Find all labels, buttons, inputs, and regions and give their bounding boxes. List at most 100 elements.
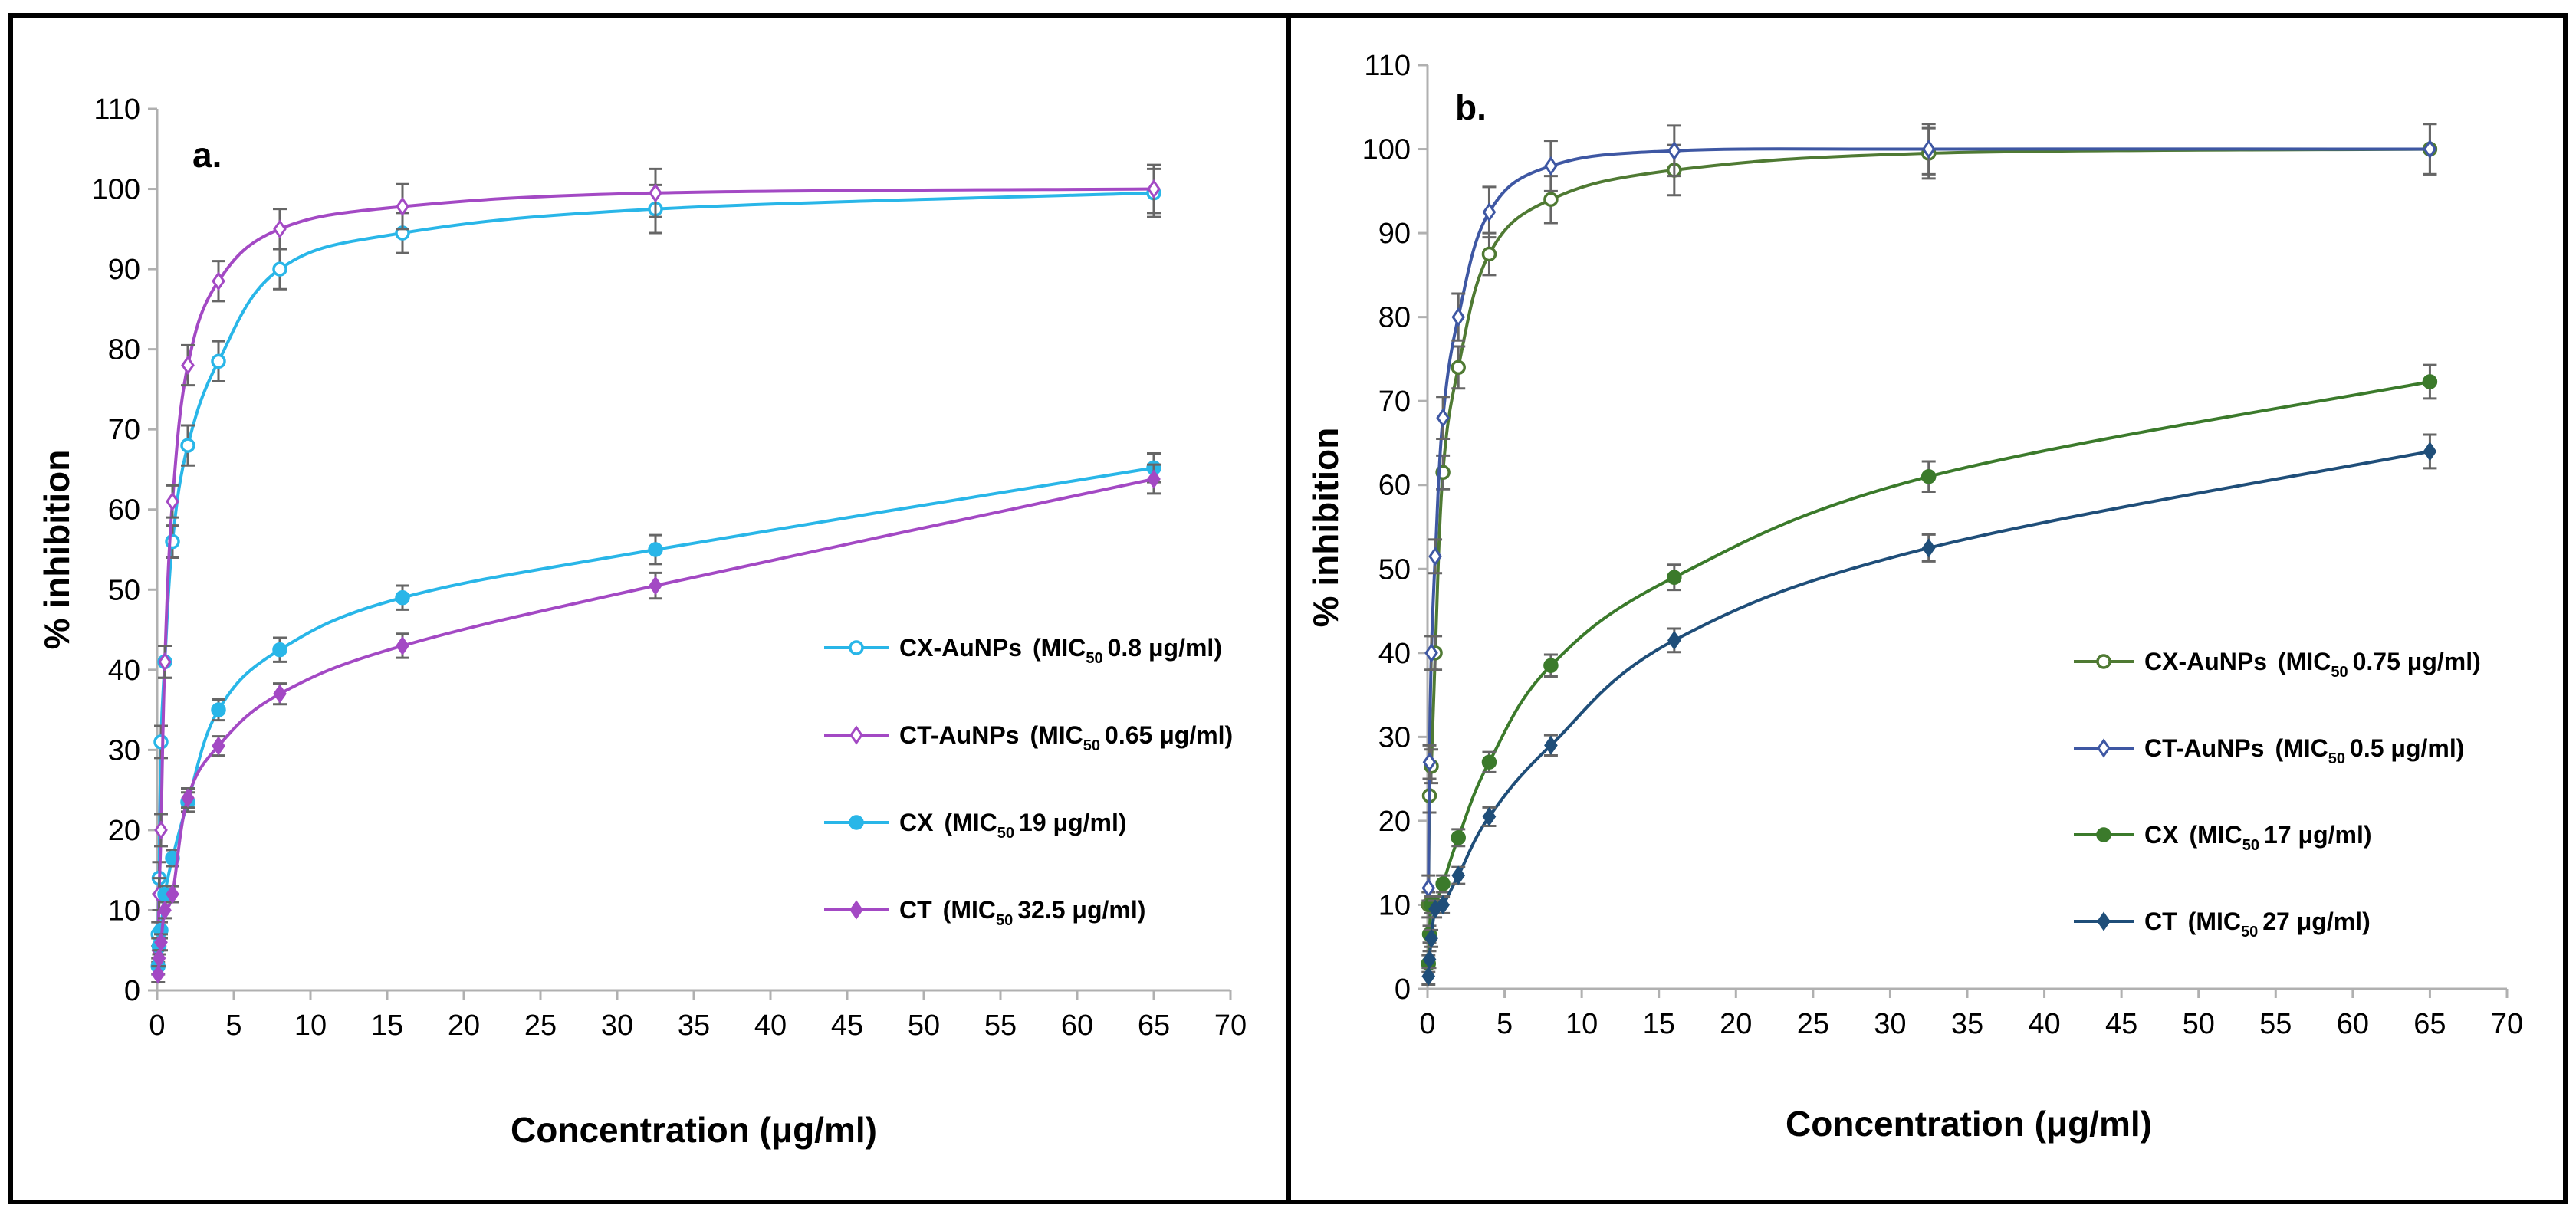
x-tick-label: 35 [1951,1008,1983,1040]
x-tick-label: 0 [1419,1008,1435,1040]
data-point [1435,876,1451,891]
series-ct [1421,433,2437,987]
panel-b: 0 10 20 30 40 50 60 70 80 90 100 110 0 5 10 15 20 25 30 35… [1306,50,2523,1144]
y-tick-label: 0 [1395,973,1411,1006]
legend-item: CX-AuNPs (MIC50 0.8 μg/ml) [824,634,1222,667]
data-point [151,964,166,984]
data-point [180,438,196,453]
panel-b-series [1421,123,2438,987]
legend-swatch-marker [2096,654,2111,669]
data-point [1428,547,1442,566]
y-tick-label: 110 [1364,50,1411,82]
legend-item: CT (MIC50 27 μg/ml) [2074,908,2371,941]
x-tick-label: 50 [2183,1008,2215,1040]
panel-a-xgrid-ticks: 0 5 10 15 20 25 30 35 40 45 50 55 60 65 70 [149,990,1247,1042]
panel-a-legend: CX-AuNPs (MIC50 0.8 μg/ml) CT-AuNPs (MIC50 0.… [824,634,1233,929]
y-tick-label: 80 [1378,302,1411,334]
data-point [272,261,288,277]
y-tick-label: 60 [1378,470,1411,502]
x-tick-label: 15 [1643,1008,1675,1040]
x-tick-label: 35 [678,1010,710,1042]
data-point [1543,192,1559,208]
data-point [166,884,179,904]
legend-item: CX (MIC50 17 μg/ml) [2074,821,2372,854]
data-point [1422,950,1437,970]
x-tick-label: 40 [754,1010,787,1042]
panel-b-ygrid-ticks: 0 10 20 30 40 50 60 70 80 90 100 110 [1362,50,1428,1006]
legend-label: CT-AuNPs (MIC50 0.65 μg/ml) [899,721,1233,754]
y-tick-label: 40 [108,655,140,687]
data-point [1451,865,1466,885]
x-tick-label: 55 [2259,1008,2292,1040]
data-point [158,900,172,921]
x-tick-label: 70 [1214,1010,1247,1042]
data-point [1422,752,1437,772]
series-line [156,478,1155,975]
x-tick-label: 10 [1566,1008,1598,1040]
panel-b-legend: CX-AuNPs (MIC50 0.75 μg/ml) CT-AuNPs (MIC50 0… [2074,648,2481,941]
x-tick-label: 50 [908,1010,940,1042]
y-tick-label: 90 [108,254,140,286]
x-tick-label: 25 [1797,1008,1829,1040]
legend-swatch-marker [2097,911,2111,931]
data-point [2422,374,2438,389]
data-point [272,642,288,658]
legend-label: CX-AuNPs (MIC50 0.8 μg/ml) [899,634,1222,667]
data-point [1921,469,1937,484]
data-point [1482,202,1497,222]
data-point [1147,469,1161,489]
y-tick-label: 50 [1378,553,1411,586]
data-point [648,542,663,557]
y-tick-label: 110 [94,94,140,126]
y-tick-label: 40 [1378,638,1411,670]
data-point [1544,156,1558,176]
legend-swatch-marker [849,900,863,920]
data-point [1667,141,1681,161]
y-tick-label: 80 [108,334,140,366]
data-point [1147,179,1161,199]
data-point [1921,139,1936,159]
panel-a-label: a. [192,135,222,175]
legend-label: CT (MIC50 32.5 μg/ml) [899,896,1145,929]
legend-label: CX (MIC50 19 μg/ml) [899,809,1127,842]
data-point [1543,658,1559,673]
data-point [1451,830,1466,845]
legend-swatch-marker [2096,827,2111,842]
legend-item: CT-AuNPs (MIC50 0.5 μg/ml) [2074,734,2464,767]
panel-b-label: b. [1455,87,1487,127]
y-tick-label: 30 [1378,721,1411,753]
x-tick-label: 20 [448,1010,480,1042]
legend-item: CT (MIC50 32.5 μg/ml) [824,896,1145,929]
data-point [649,576,662,596]
data-point [1667,630,1681,651]
x-tick-label: 60 [2337,1008,2369,1040]
y-tick-label: 0 [124,975,140,1007]
x-tick-label: 10 [294,1010,327,1042]
x-tick-label: 15 [371,1010,403,1042]
panel-a-ylabel: % inhibition [37,450,77,650]
data-point [154,820,168,840]
data-point [181,355,195,376]
y-tick-label: 30 [108,734,140,767]
y-tick-label: 20 [1378,806,1411,838]
data-point [1421,966,1436,987]
x-tick-label: 30 [601,1010,633,1042]
data-point [154,932,168,952]
x-tick-label: 30 [1874,1008,1906,1040]
x-tick-label: 40 [2028,1008,2060,1040]
data-point [1451,359,1466,376]
x-tick-label: 5 [225,1010,242,1042]
legend-swatch-marker [2097,738,2111,758]
data-point [2423,442,2437,461]
panel-a-ygrid-ticks: 0 10 20 30 40 50 60 70 80 90 100 110 [92,94,157,1007]
data-point [395,589,410,606]
data-point [649,183,662,203]
series-line [1427,449,2430,977]
data-point [158,652,172,671]
y-tick-label: 100 [92,174,140,206]
panel-b-xgrid-ticks: 0 5 10 15 20 25 30 35 40 45 50 55 60 65 70 [1419,989,2523,1040]
data-point [1481,246,1497,262]
data-point [1436,408,1450,428]
x-tick-label: 65 [2413,1008,2446,1040]
data-point [166,491,179,511]
